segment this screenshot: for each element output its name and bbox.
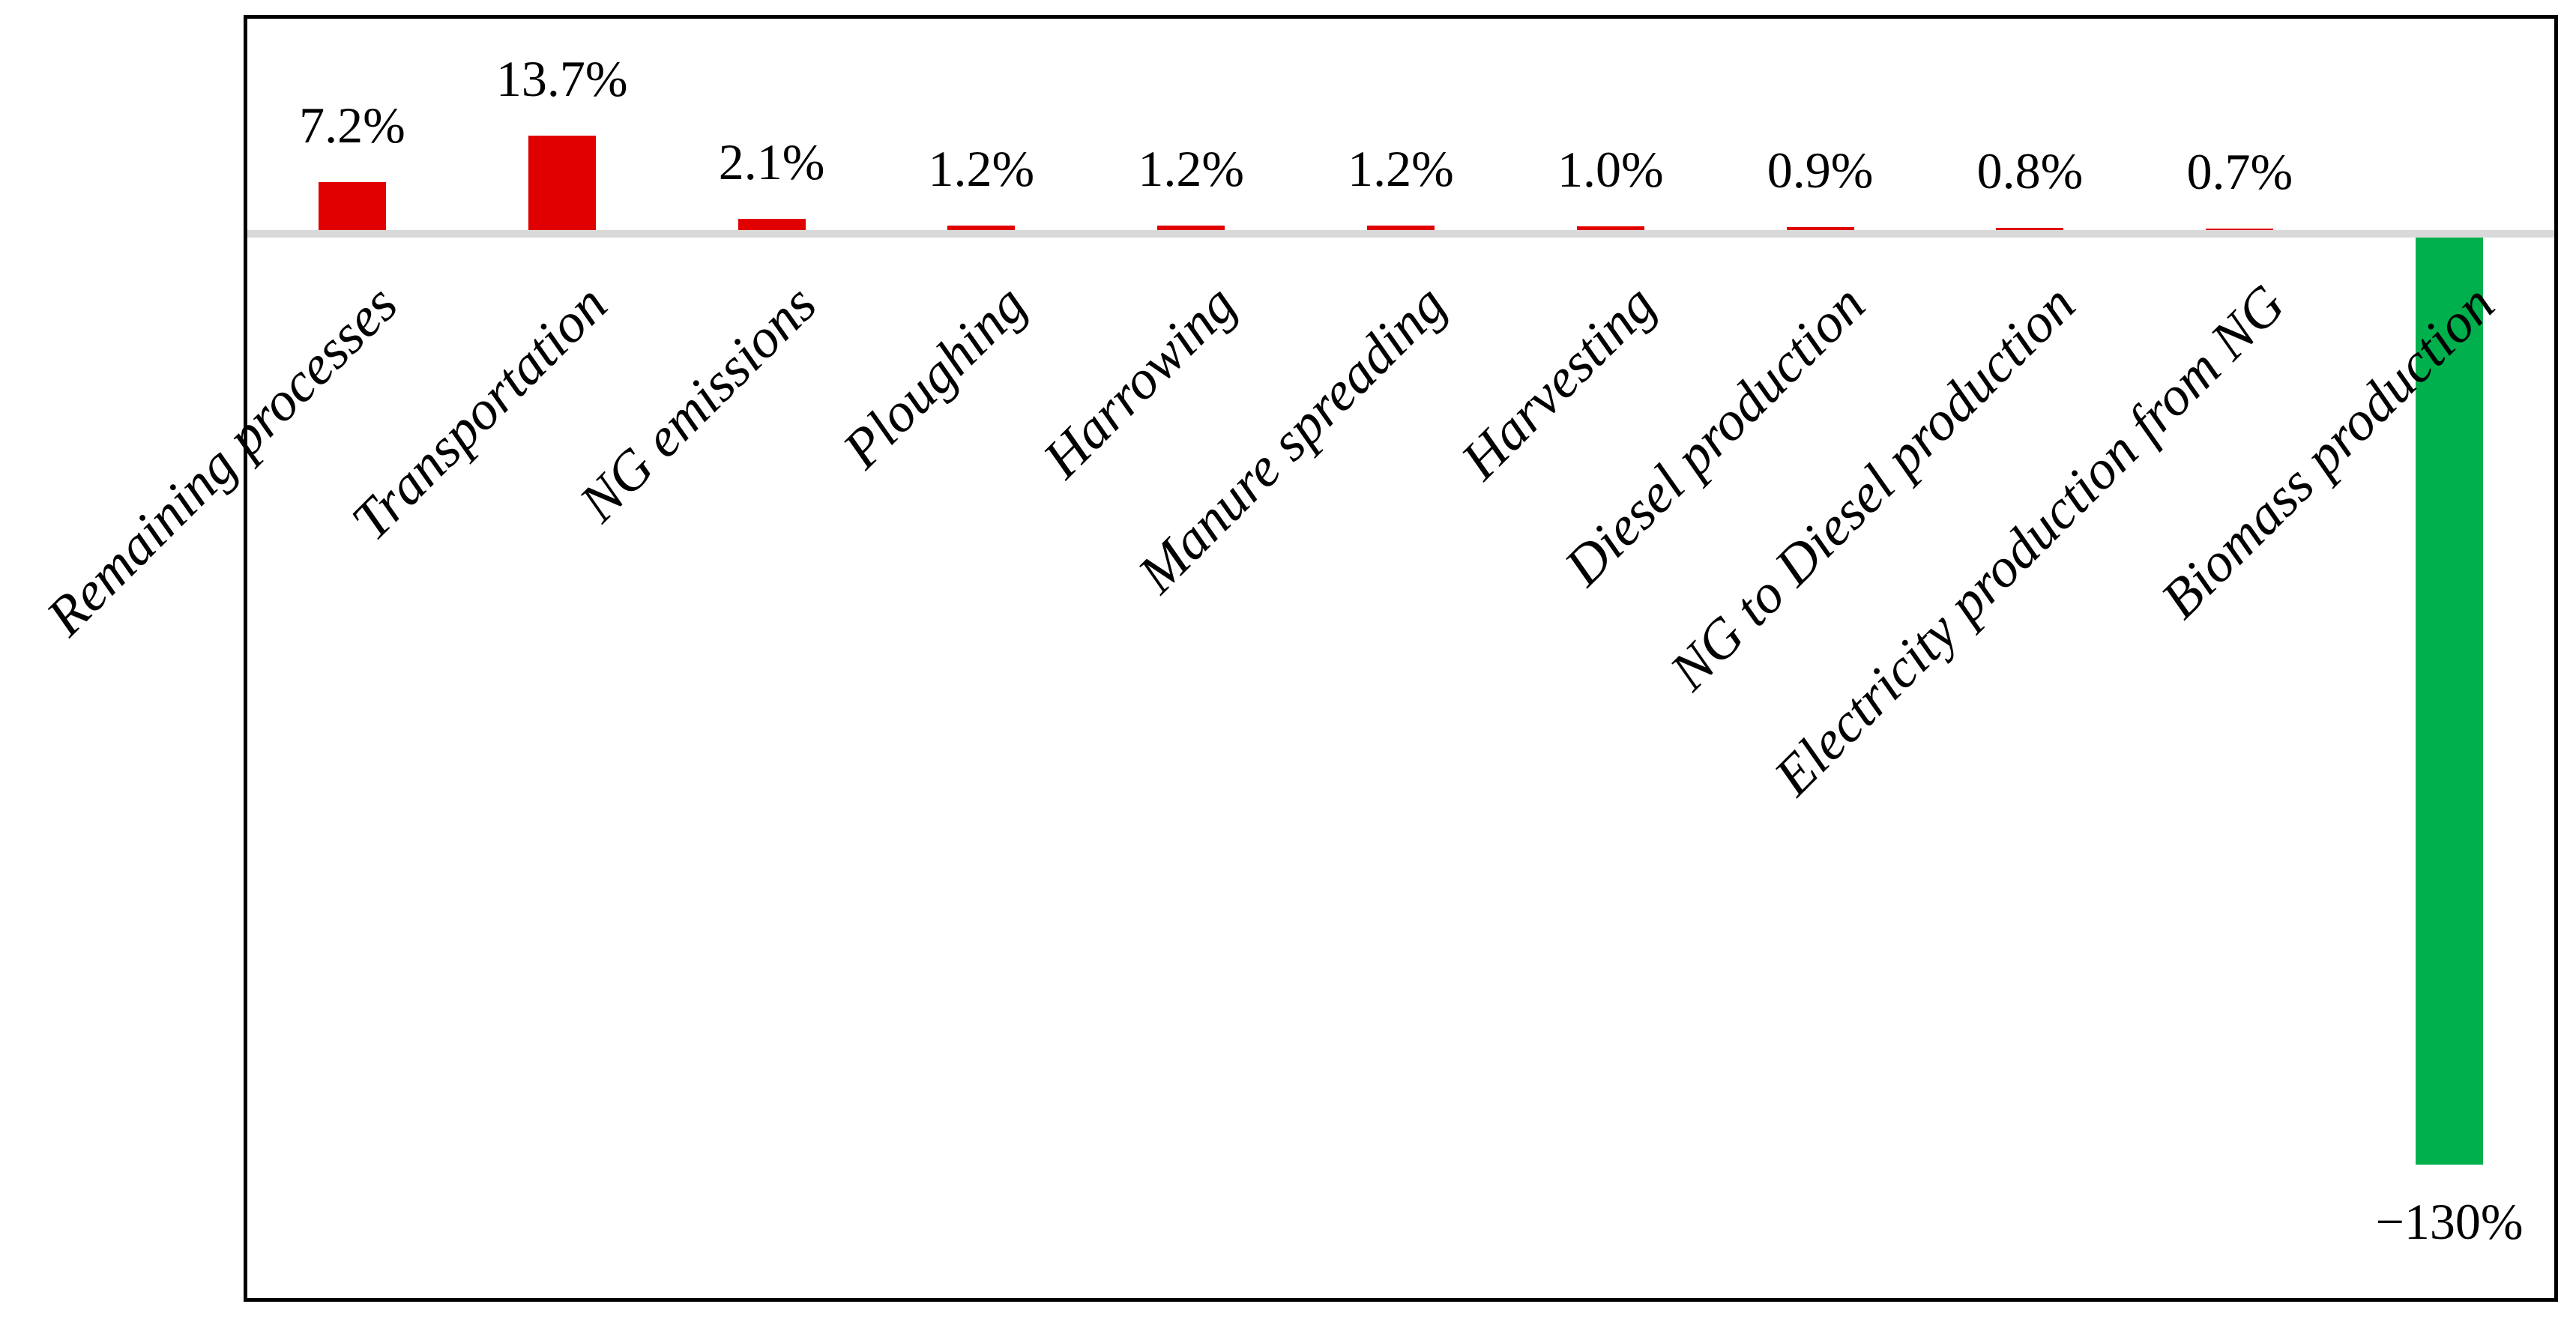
value-label-diesel-production: 0.9% xyxy=(1767,142,1874,199)
bar-ploughing xyxy=(947,225,1016,234)
value-label-biomass-production: −130% xyxy=(2375,1192,2524,1250)
category-label-ploughing: Ploughing xyxy=(831,273,1039,480)
x-axis-zero-line xyxy=(247,230,2554,238)
bar-harrowing xyxy=(1157,225,1225,234)
value-label-ng-emissions: 2.1% xyxy=(718,133,825,190)
category-label-harvesting: Harvesting xyxy=(1450,273,1668,492)
category-label-remaining-processes: Remaining processes xyxy=(34,273,409,648)
value-label-ploughing: 1.2% xyxy=(928,139,1035,197)
bar-ng-emissions xyxy=(737,218,806,234)
value-label-harrowing: 1.2% xyxy=(1138,139,1244,197)
bar-transportation xyxy=(528,136,596,234)
category-label-harrowing: Harrowing xyxy=(1031,273,1249,490)
value-label-transportation: 13.7% xyxy=(495,50,628,108)
value-label-electricity-production-from-ng: 0.7% xyxy=(2186,143,2293,201)
bar-remaining-processes xyxy=(318,182,386,234)
category-label-ng-to-diesel-production: NG to Diesel production xyxy=(1658,273,2087,702)
value-label-remaining-processes: 7.2% xyxy=(299,97,405,154)
value-label-ng-to-diesel-production: 0.8% xyxy=(1976,142,2084,200)
bar-manure-spreading xyxy=(1367,225,1435,234)
value-label-manure-spreading: 1.2% xyxy=(1348,139,1454,197)
bar-biomass-production xyxy=(2416,234,2484,1165)
value-label-harvesting: 1.0% xyxy=(1557,141,1664,199)
